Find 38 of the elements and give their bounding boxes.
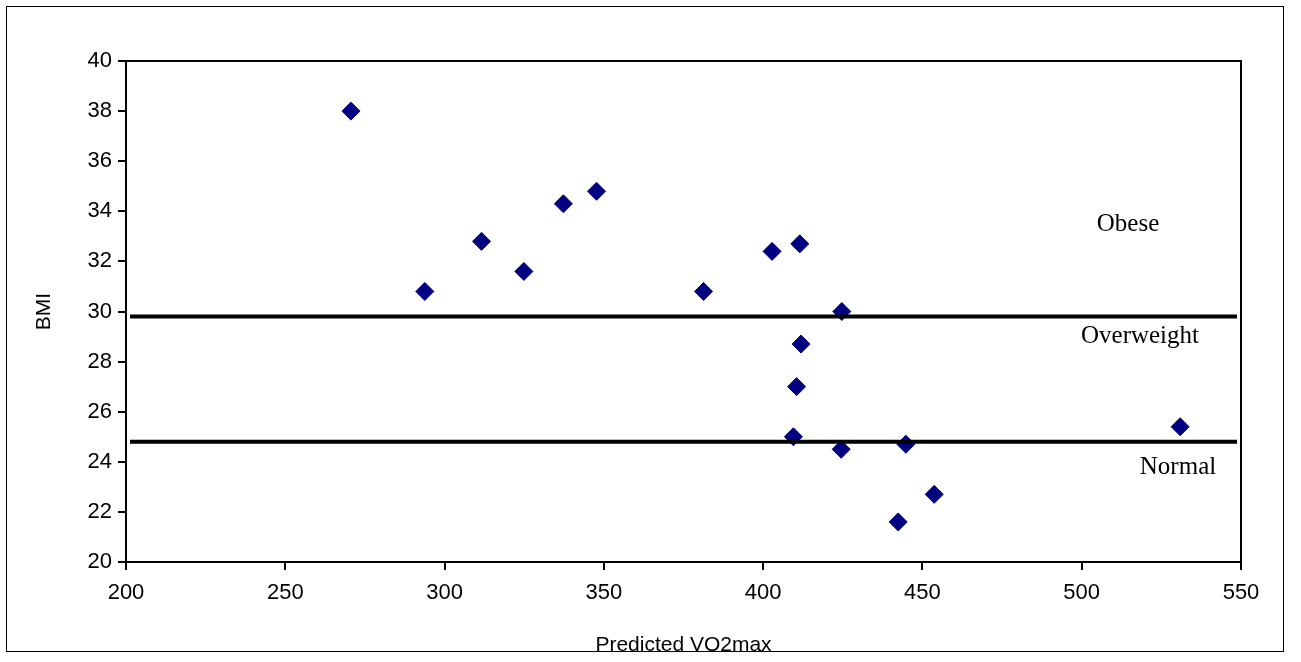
annotation: Normal [1139, 451, 1217, 479]
y-tick-label: 28 [87, 347, 112, 373]
y-tick-label: 38 [87, 97, 112, 123]
annotation: Obese [1096, 208, 1160, 236]
y-axis-title: BMI [31, 292, 55, 331]
point [790, 234, 810, 254]
y-tick-label: 40 [87, 47, 112, 73]
x-tick-label: 450 [904, 579, 941, 605]
y-tick-label: 24 [87, 447, 112, 473]
y-tick-label: 30 [87, 297, 112, 323]
point [888, 512, 908, 532]
y-tick-label: 34 [87, 197, 112, 223]
x-tick-label: 400 [744, 579, 782, 605]
x-tick-label: 300 [426, 579, 463, 605]
point [762, 241, 782, 261]
x-tick-label: 550 [1222, 579, 1260, 605]
point [587, 181, 607, 201]
x-tick-label: 250 [266, 579, 304, 605]
point [1170, 417, 1190, 437]
point [787, 377, 807, 397]
x-axis-title: Predicted VO2max [595, 632, 773, 656]
y-tick-label: 26 [87, 397, 112, 423]
point [924, 484, 944, 504]
y-tick-label: 32 [87, 247, 112, 273]
y-tick-label: 22 [87, 497, 112, 523]
point [415, 281, 435, 301]
point [791, 334, 811, 354]
x-tick-label: 500 [1063, 579, 1101, 605]
y-tick-label: 20 [87, 548, 112, 574]
point [472, 231, 492, 251]
point [341, 101, 361, 121]
point [553, 194, 573, 214]
y-tick-label: 36 [87, 147, 112, 173]
point [514, 261, 534, 281]
x-tick-label: 350 [585, 579, 623, 605]
x-tick-label: 200 [107, 579, 145, 605]
annotation: Overweight [1080, 320, 1200, 348]
point [694, 281, 714, 301]
